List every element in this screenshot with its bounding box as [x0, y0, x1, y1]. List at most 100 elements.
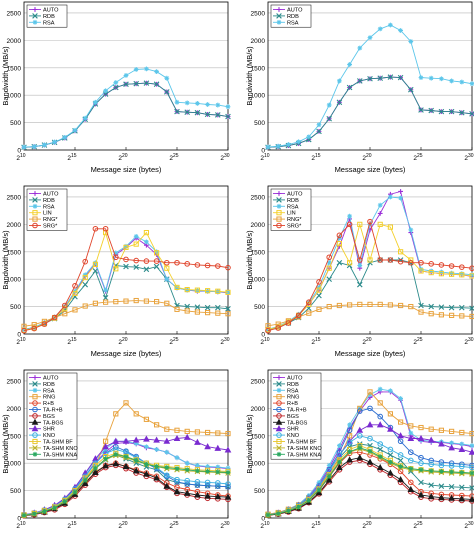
data-point	[366, 458, 374, 465]
data-point	[356, 454, 364, 461]
legend-marker	[32, 400, 38, 406]
legend-marker	[32, 7, 38, 12]
data-point	[326, 473, 332, 479]
data-point	[123, 243, 129, 249]
data-point	[397, 468, 404, 475]
data-point	[367, 448, 373, 454]
series-auto	[265, 74, 474, 150]
y-tick-label: 1500	[251, 65, 266, 72]
legend-label: AUTO	[43, 8, 59, 14]
data-point	[449, 428, 455, 434]
data-point	[21, 327, 27, 333]
data-point	[397, 438, 404, 445]
data-point	[408, 457, 414, 464]
data-point	[459, 79, 465, 85]
data-point	[346, 439, 353, 446]
data-point	[438, 262, 445, 268]
data-point	[377, 441, 384, 447]
data-point	[21, 144, 27, 150]
x-tick-label: 210	[260, 153, 269, 162]
data-point	[265, 323, 271, 329]
data-point	[144, 461, 149, 467]
y-tick-label: 1000	[7, 461, 22, 468]
data-point	[398, 302, 404, 309]
x-tick-label: 210	[16, 153, 25, 162]
data-point	[357, 405, 363, 411]
data-point	[418, 467, 424, 473]
data-point	[215, 289, 221, 295]
data-point	[72, 127, 78, 133]
data-point	[427, 436, 435, 443]
data-point	[204, 304, 211, 311]
y-tick-label: 500	[10, 120, 21, 127]
legend-label: LIN	[43, 211, 52, 217]
data-point	[449, 270, 454, 276]
data-point	[31, 325, 38, 332]
data-point	[347, 422, 352, 428]
data-point	[459, 271, 465, 277]
data-point	[103, 299, 109, 305]
data-point	[357, 45, 363, 51]
data-point	[143, 266, 150, 273]
data-point	[315, 489, 323, 496]
data-point	[133, 257, 139, 264]
series-line	[23, 82, 229, 148]
data-point	[336, 452, 343, 458]
data-point	[103, 229, 109, 236]
data-point	[164, 300, 170, 306]
data-point	[448, 444, 455, 451]
data-point	[133, 241, 139, 247]
series-srg-	[265, 218, 474, 334]
y-tick-label: 2500	[251, 194, 266, 201]
data-point	[195, 101, 200, 106]
data-point	[428, 107, 434, 114]
data-point	[459, 264, 465, 270]
legend: AUTORDBRSARNGR+BTA-R+BBGSTA-BGSSHRKNOTA-…	[270, 372, 322, 460]
data-point	[306, 134, 312, 140]
data-point	[408, 257, 414, 263]
data-point	[225, 289, 231, 295]
data-point	[21, 512, 27, 518]
data-point	[133, 264, 139, 270]
data-point	[459, 272, 465, 278]
data-point	[92, 300, 99, 306]
data-point	[387, 74, 394, 80]
data-point	[469, 273, 474, 279]
legend-box	[270, 4, 312, 28]
data-point	[367, 389, 373, 395]
data-point	[275, 321, 281, 327]
data-point	[113, 250, 119, 256]
data-point	[133, 458, 139, 463]
data-point	[174, 284, 180, 291]
data-point	[72, 290, 78, 297]
data-point	[183, 433, 191, 440]
data-point	[225, 104, 231, 110]
series-rng-	[21, 297, 231, 329]
data-point	[174, 99, 180, 105]
data-point	[418, 259, 424, 266]
series-line	[23, 82, 229, 148]
data-point	[195, 468, 200, 474]
legend-label: AUTO	[287, 192, 303, 198]
data-point	[62, 134, 68, 140]
legend-label: TA-SHM BF	[43, 440, 73, 446]
x-tick-label: 230	[464, 521, 473, 530]
legend-label: RSA	[287, 20, 299, 26]
data-point	[326, 102, 332, 108]
y-axis-label: Bandwidth (MB/s)	[245, 46, 254, 106]
y-tick-label: 2000	[251, 38, 266, 45]
legend-label: RNG*	[287, 217, 302, 223]
legend-label: RSA	[43, 388, 55, 394]
y-tick-label: 0	[261, 332, 265, 339]
data-point	[265, 144, 271, 150]
x-axis-label: Message size (bytes)	[91, 349, 162, 358]
data-point	[93, 465, 98, 471]
data-point	[225, 305, 231, 312]
x-tick-label: 220	[362, 337, 371, 346]
data-point	[275, 511, 281, 517]
data-point	[357, 78, 363, 84]
data-point	[326, 462, 332, 468]
data-point	[346, 456, 353, 463]
y-tick-label: 500	[10, 488, 21, 495]
data-point	[225, 481, 231, 487]
